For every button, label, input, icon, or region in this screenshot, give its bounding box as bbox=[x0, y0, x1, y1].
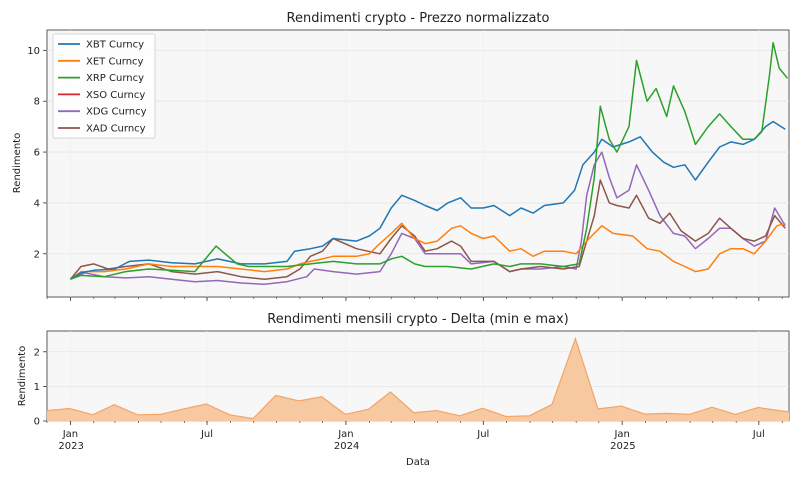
price-y-tick-label: 8 bbox=[34, 97, 40, 108]
legend-label: XSO Curncy bbox=[86, 90, 145, 101]
delta-area-line bbox=[46, 336, 790, 420]
x-tick-label: Jul bbox=[476, 429, 489, 440]
x-tick-label: Jan bbox=[62, 429, 78, 440]
series-line-xrp bbox=[70, 41, 789, 280]
price-y-tick-label: 4 bbox=[34, 198, 40, 209]
delta-plot-area bbox=[46, 330, 790, 422]
price-y-tick-label: 2 bbox=[34, 249, 40, 260]
delta-area-fill bbox=[47, 338, 789, 421]
delta-y-tick-label: 2 bbox=[34, 347, 40, 358]
series-line-xet bbox=[69, 222, 786, 280]
x-tick-label: Jan bbox=[337, 429, 353, 440]
price-y-ticks: 2 4 6 8 10 bbox=[27, 46, 47, 260]
price-panel: 2 4 6 8 10 Rendimenti crypto - Prezzo normal… bbox=[12, 11, 790, 301]
legend-label: XAD Curncy bbox=[86, 124, 146, 135]
x-tick-year-label: 2023 bbox=[58, 441, 83, 452]
legend-label: XRP Curncy bbox=[86, 73, 144, 84]
delta-area bbox=[46, 336, 790, 421]
x-tick-year-label: 2025 bbox=[610, 441, 635, 452]
price-series bbox=[69, 41, 789, 286]
legend-label: XBT Curncy bbox=[86, 40, 144, 51]
delta-y-axis-label: Rendimento bbox=[17, 346, 28, 406]
delta-y-tick-label: 0 bbox=[34, 417, 40, 428]
x-tick-label: Jul bbox=[200, 429, 213, 440]
price-y-tick-label: 10 bbox=[27, 46, 40, 57]
price-plot-area bbox=[46, 29, 790, 298]
x-tick-year-label: 2024 bbox=[334, 441, 359, 452]
delta-x-axis-label: Data bbox=[406, 457, 430, 468]
legend: XBT Curncy XET Curncy XRP Curncy XSO Curncy… bbox=[52, 33, 156, 139]
x-tick-label: Jul bbox=[752, 429, 765, 440]
price-y-tick-label: 6 bbox=[34, 148, 40, 159]
delta-chart-title: Rendimenti mensili crypto - Delta (min e… bbox=[267, 312, 568, 327]
price-y-axis-label: Rendimento bbox=[12, 133, 23, 193]
legend-label: XET Curncy bbox=[86, 56, 144, 67]
price-chart-title: Rendimenti crypto - Prezzo normalizzato bbox=[287, 11, 550, 26]
price-x-ticks bbox=[46, 297, 783, 301]
x-tick-label: Jan bbox=[613, 429, 629, 440]
series-line-xad bbox=[69, 179, 786, 280]
delta-y-ticks: 0 1 2 bbox=[34, 347, 47, 428]
legend-label: XDG Curncy bbox=[86, 107, 147, 118]
delta-y-tick-label: 1 bbox=[34, 382, 40, 393]
